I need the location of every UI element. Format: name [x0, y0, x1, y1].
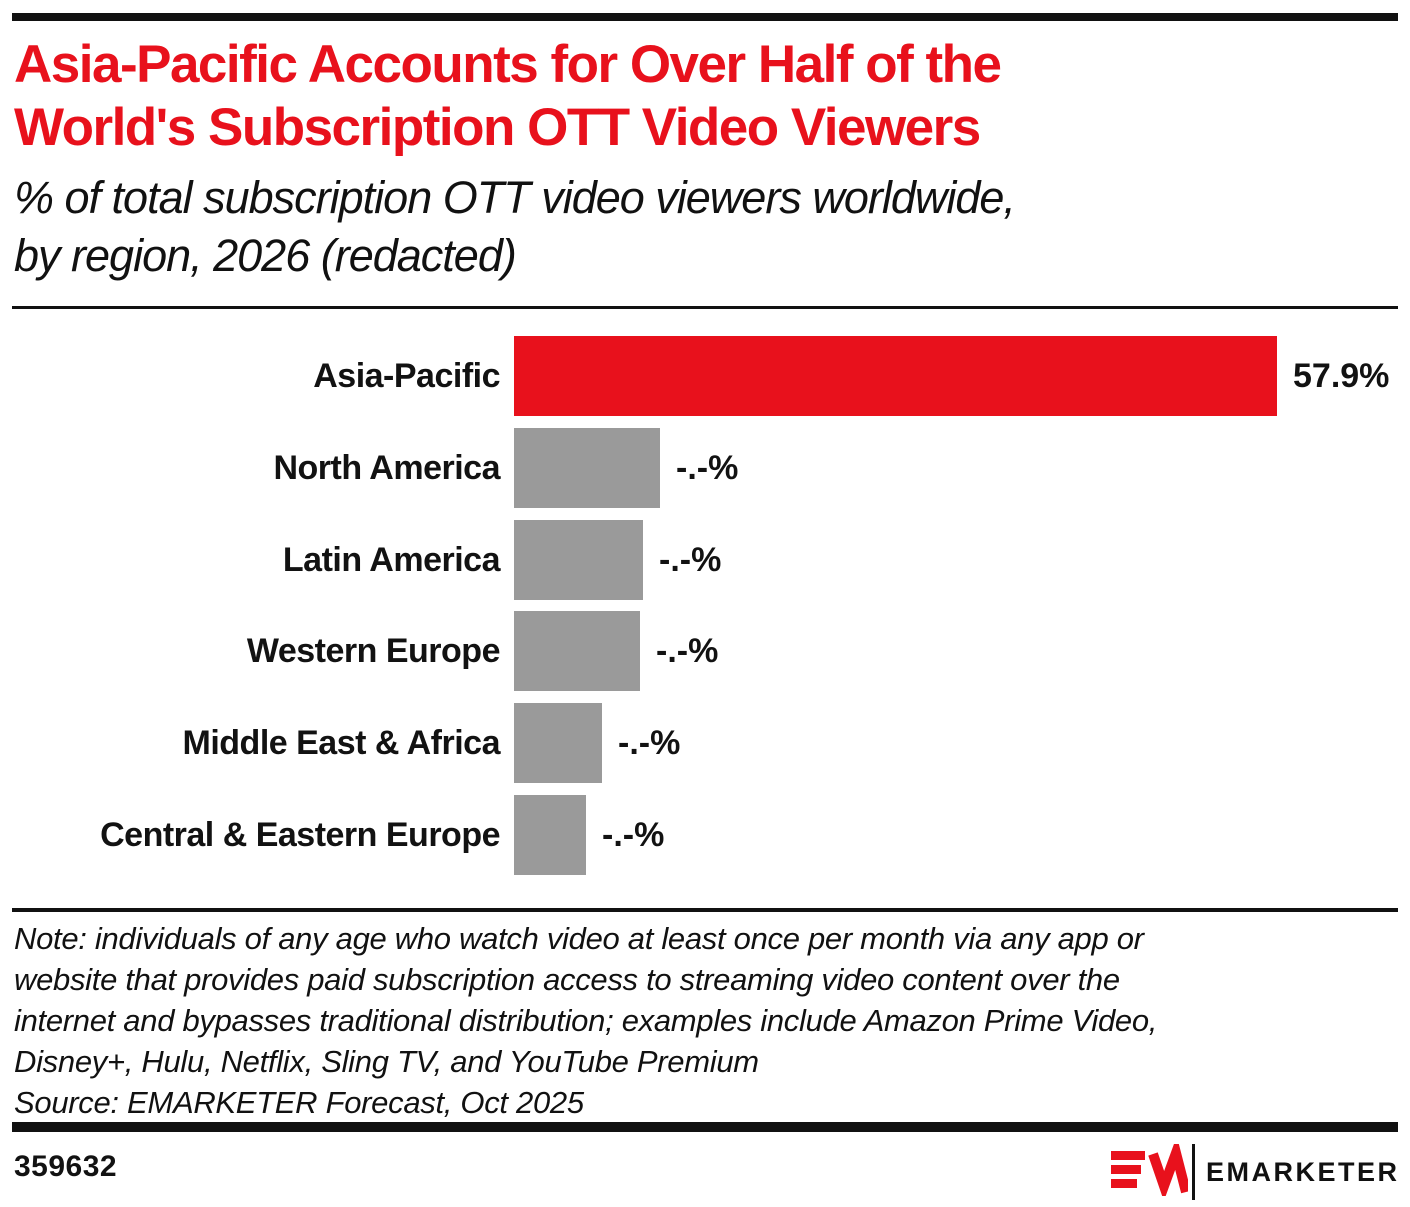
footer-rule: [12, 1122, 1398, 1132]
note-line: Disney+, Hulu, Netflix, Sling TV, and Yo…: [14, 1044, 759, 1079]
page-subtitle-line2: by region, 2026 (redacted): [14, 230, 517, 281]
bar-central-eastern-europe: [514, 795, 586, 875]
bar-middle-east-africa: [514, 703, 602, 783]
page-title: Asia-Pacific Accounts for Over Half of t…: [14, 33, 1002, 159]
category-label: Central & Eastern Europe: [100, 816, 500, 854]
chart-id: 359632: [14, 1150, 118, 1183]
page-title-line1: Asia-Pacific Accounts for Over Half of t…: [14, 35, 1002, 94]
bar-north-america: [514, 428, 660, 508]
chart-row: Latin America -.-%: [0, 520, 1410, 600]
bar-latin-america: [514, 520, 643, 600]
value-label: -.-%: [656, 632, 719, 670]
category-label: Middle East & Africa: [182, 724, 501, 762]
page-subtitle-line1: % of total subscription OTT video viewer…: [14, 172, 1016, 223]
page-title-line2: World's Subscription OTT Video Viewers: [14, 98, 981, 157]
value-label: -.-%: [676, 449, 739, 487]
category-label: Western Europe: [246, 632, 501, 670]
bar-asia-pacific: [514, 336, 1277, 416]
brand-divider: [1192, 1144, 1195, 1200]
bar-western-europe: [514, 611, 640, 691]
emarketer-em-icon: [1111, 1144, 1188, 1196]
note-line: website that provides paid subscription …: [14, 962, 1120, 997]
category-label: Latin America: [282, 541, 501, 579]
note-divider-rule: [12, 908, 1398, 912]
header-divider-rule: [12, 306, 1398, 309]
brand-name: EMARKETER: [1206, 1157, 1400, 1187]
category-label: Asia-Pacific: [313, 357, 500, 395]
chart-row: Western Europe -.-%: [0, 611, 1410, 691]
category-label: North America: [273, 449, 500, 487]
chart-row: North America -.-%: [0, 428, 1410, 508]
note-line: internet and bypasses traditional distri…: [14, 1003, 1158, 1038]
source-line: Source: EMARKETER Forecast, Oct 2025: [14, 1085, 584, 1120]
bar-chart: Asia-Pacific 57.9% North America -.-% Latin …: [0, 336, 1410, 875]
page-subtitle: % of total subscription OTT video viewer…: [14, 169, 1016, 285]
note-line: Note: individuals of any age who watch v…: [14, 921, 1144, 956]
chart-row: Middle East & Africa -.-%: [0, 703, 1410, 783]
value-label: -.-%: [618, 724, 681, 762]
chart-row: Central & Eastern Europe -.-%: [0, 795, 1410, 875]
value-label: -.-%: [602, 816, 665, 854]
value-label: 57.9%: [1293, 357, 1390, 395]
chart-row: Asia-Pacific 57.9%: [0, 336, 1410, 416]
value-label: -.-%: [659, 541, 722, 579]
note-block: Note: individuals of any age who watch v…: [14, 918, 1384, 1123]
brand-logo: EMARKETER: [1108, 1142, 1400, 1202]
top-rule: [12, 13, 1398, 21]
